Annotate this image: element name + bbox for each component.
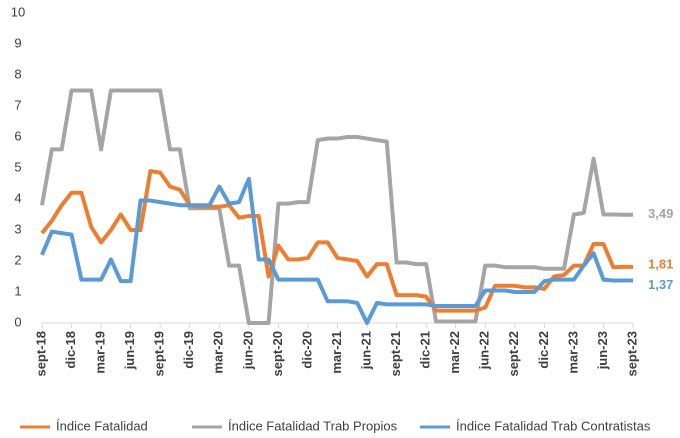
x-tick-label: dic-21 — [418, 331, 433, 369]
legend-label: Índice Fatalidad Trab Propios — [228, 418, 398, 433]
x-tick-label: sept-22 — [506, 331, 521, 377]
y-tick-label: 2 — [14, 252, 21, 267]
y-tick-label: 1 — [14, 283, 21, 298]
legend-label: Índice Fatalidad — [56, 418, 148, 433]
legend-label: Índice Fatalidad Trab Contratistas — [456, 418, 651, 433]
y-tick-label: 9 — [14, 35, 21, 50]
x-tick-label: mar-21 — [329, 331, 344, 374]
y-tick-label: 7 — [14, 97, 21, 112]
y-tick-label: 0 — [14, 314, 21, 329]
y-tick-label: 8 — [14, 66, 21, 81]
x-tick-label: mar-20 — [211, 331, 226, 374]
x-tick-label: dic-22 — [536, 331, 551, 369]
x-tick-label: sept-18 — [33, 331, 48, 377]
data-label: 1,81 — [648, 256, 673, 271]
x-tick-label: sept-23 — [624, 331, 639, 377]
x-tick-label: jun-22 — [477, 331, 492, 370]
y-tick-label: 10 — [11, 4, 25, 19]
x-tick-label: mar-22 — [447, 331, 462, 374]
y-tick-label: 4 — [14, 190, 21, 205]
x-tick-label: dic-19 — [181, 331, 196, 369]
data-label: 3,49 — [648, 206, 673, 221]
x-tick-label: sept-20 — [270, 331, 285, 377]
x-tick-label: jun-20 — [240, 331, 255, 370]
series-line — [40, 88, 633, 325]
y-tick-label: 3 — [14, 221, 21, 236]
x-tick-label: dic-18 — [63, 331, 78, 369]
series-line — [40, 169, 633, 313]
x-tick-label: mar-19 — [93, 331, 108, 374]
x-tick-label: jun-19 — [122, 331, 137, 370]
x-tick-label: sept-19 — [152, 331, 167, 377]
data-label: 1,37 — [648, 277, 673, 292]
y-tick-label: 6 — [14, 128, 21, 143]
x-tick-label: sept-21 — [388, 331, 403, 377]
x-tick-label: mar-23 — [565, 331, 580, 374]
x-tick-label: dic-20 — [299, 331, 314, 369]
x-tick-label: jun-23 — [595, 331, 610, 370]
series-line — [40, 176, 633, 325]
x-tick-label: jun-21 — [358, 331, 373, 370]
y-tick-label: 5 — [14, 159, 21, 174]
